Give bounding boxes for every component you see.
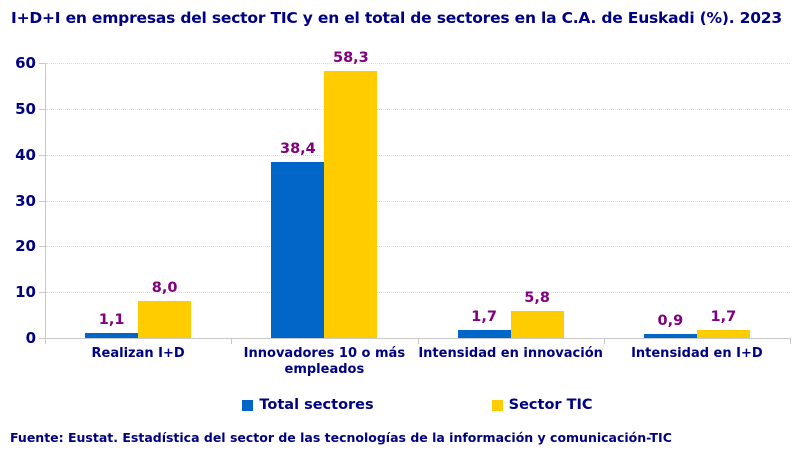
bar-total-sectores bbox=[457, 330, 511, 338]
y-axis-tick bbox=[39, 338, 45, 339]
category-label: Realizan I+D bbox=[91, 346, 185, 361]
value-label: 1,7 bbox=[710, 309, 737, 325]
x-axis-tick bbox=[417, 338, 419, 344]
bar-sector-tic bbox=[138, 301, 192, 338]
category-label: Intensidad en innovación bbox=[418, 346, 603, 361]
y-axis-line bbox=[45, 63, 46, 338]
y-tick-label: 50 bbox=[15, 99, 36, 118]
y-axis-tick bbox=[39, 246, 45, 248]
y-tick-label: 30 bbox=[15, 191, 36, 210]
legend-swatch-sector-tic bbox=[491, 400, 503, 411]
value-label: 1,1 bbox=[98, 312, 125, 328]
value-label: 38,4 bbox=[279, 141, 316, 157]
legend-item-total-sectores: Total sectores bbox=[242, 397, 374, 413]
y-axis-tick bbox=[39, 292, 45, 294]
legend-label-sector-tic: Sector TIC bbox=[508, 397, 593, 413]
y-tick-label: 20 bbox=[15, 237, 36, 256]
value-label: 1,7 bbox=[471, 309, 497, 325]
y-axis-tick bbox=[39, 200, 45, 202]
gridline bbox=[46, 246, 790, 248]
legend: Total sectores Sector TIC bbox=[45, 398, 790, 413]
gridline bbox=[46, 154, 790, 156]
bar-sector-tic bbox=[324, 71, 378, 338]
y-tick-label: 60 bbox=[15, 54, 36, 72]
bar-sector-tic bbox=[696, 330, 750, 338]
chart-title: I+D+I en empresas del sector TIC y en el… bbox=[11, 9, 782, 27]
legend-item-sector-tic: Sector TIC bbox=[491, 397, 593, 413]
value-label: 0,9 bbox=[657, 313, 684, 329]
gridline bbox=[46, 108, 790, 110]
x-axis-tick bbox=[603, 338, 605, 344]
gridline bbox=[46, 292, 790, 294]
gridline bbox=[46, 200, 790, 202]
y-axis-tick bbox=[39, 108, 45, 110]
x-axis-tick bbox=[231, 338, 233, 344]
value-label: 5,8 bbox=[524, 290, 550, 306]
y-tick-label: 10 bbox=[15, 283, 36, 302]
value-label: 8,0 bbox=[151, 280, 178, 296]
x-axis-tick bbox=[45, 338, 46, 344]
x-axis-tick bbox=[790, 338, 791, 344]
category-label: Intensidad en I+D bbox=[631, 346, 763, 361]
value-label: 58,3 bbox=[332, 50, 369, 66]
legend-label-total-sectores: Total sectores bbox=[259, 397, 374, 413]
y-axis-tick bbox=[39, 154, 45, 156]
bar-sector-tic bbox=[510, 311, 564, 338]
y-tick-label: 0 bbox=[25, 329, 36, 347]
bar-total-sectores bbox=[271, 162, 325, 338]
y-axis-tick bbox=[39, 63, 45, 64]
gridline bbox=[46, 63, 790, 64]
source-note: Fuente: Eustat. Estadística del sector d… bbox=[10, 430, 672, 445]
legend-swatch-total-sectores bbox=[242, 400, 254, 411]
bar-total-sectores bbox=[643, 334, 697, 338]
bar-total-sectores bbox=[85, 333, 139, 338]
category-label: Innovadores 10 o más empleados bbox=[243, 346, 406, 377]
y-tick-label: 40 bbox=[15, 145, 36, 164]
